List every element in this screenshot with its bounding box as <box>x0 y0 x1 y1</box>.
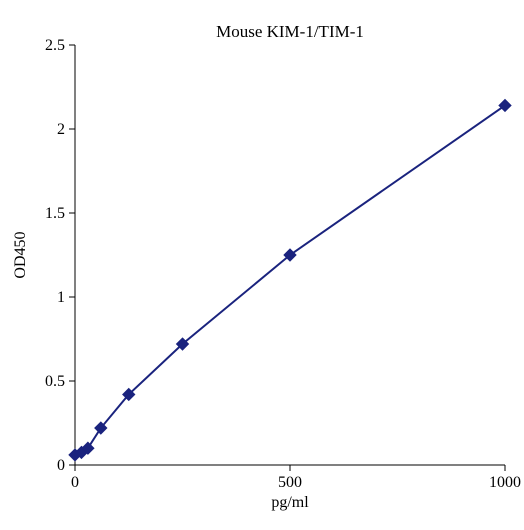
y-tick-label: 0.5 <box>45 373 65 390</box>
y-axis-label: OD450 <box>12 231 29 278</box>
y-tick-label: 0 <box>57 457 65 474</box>
chart-container: 0 0.5 1 1.5 2 2.5 0 500 1000 pg/ml OD450 Mouse KIM-… <box>0 0 524 530</box>
x-tick-label: 0 <box>71 474 79 491</box>
line-chart: 0 0.5 1 1.5 2 2.5 0 500 1000 pg/ml OD450 Mouse KIM-… <box>0 0 524 530</box>
data-marker <box>499 99 511 111</box>
x-tick-label: 500 <box>278 474 302 491</box>
data-line <box>75 105 505 454</box>
y-tick-label: 2 <box>57 121 65 138</box>
x-tick-label: 1000 <box>489 474 521 491</box>
chart-title: Mouse KIM-1/TIM-1 <box>216 22 364 41</box>
x-axis-label: pg/ml <box>271 494 309 511</box>
y-tick-label: 1.5 <box>45 205 65 222</box>
y-tick-label: 1 <box>57 289 65 306</box>
y-tick-label: 2.5 <box>45 37 65 54</box>
